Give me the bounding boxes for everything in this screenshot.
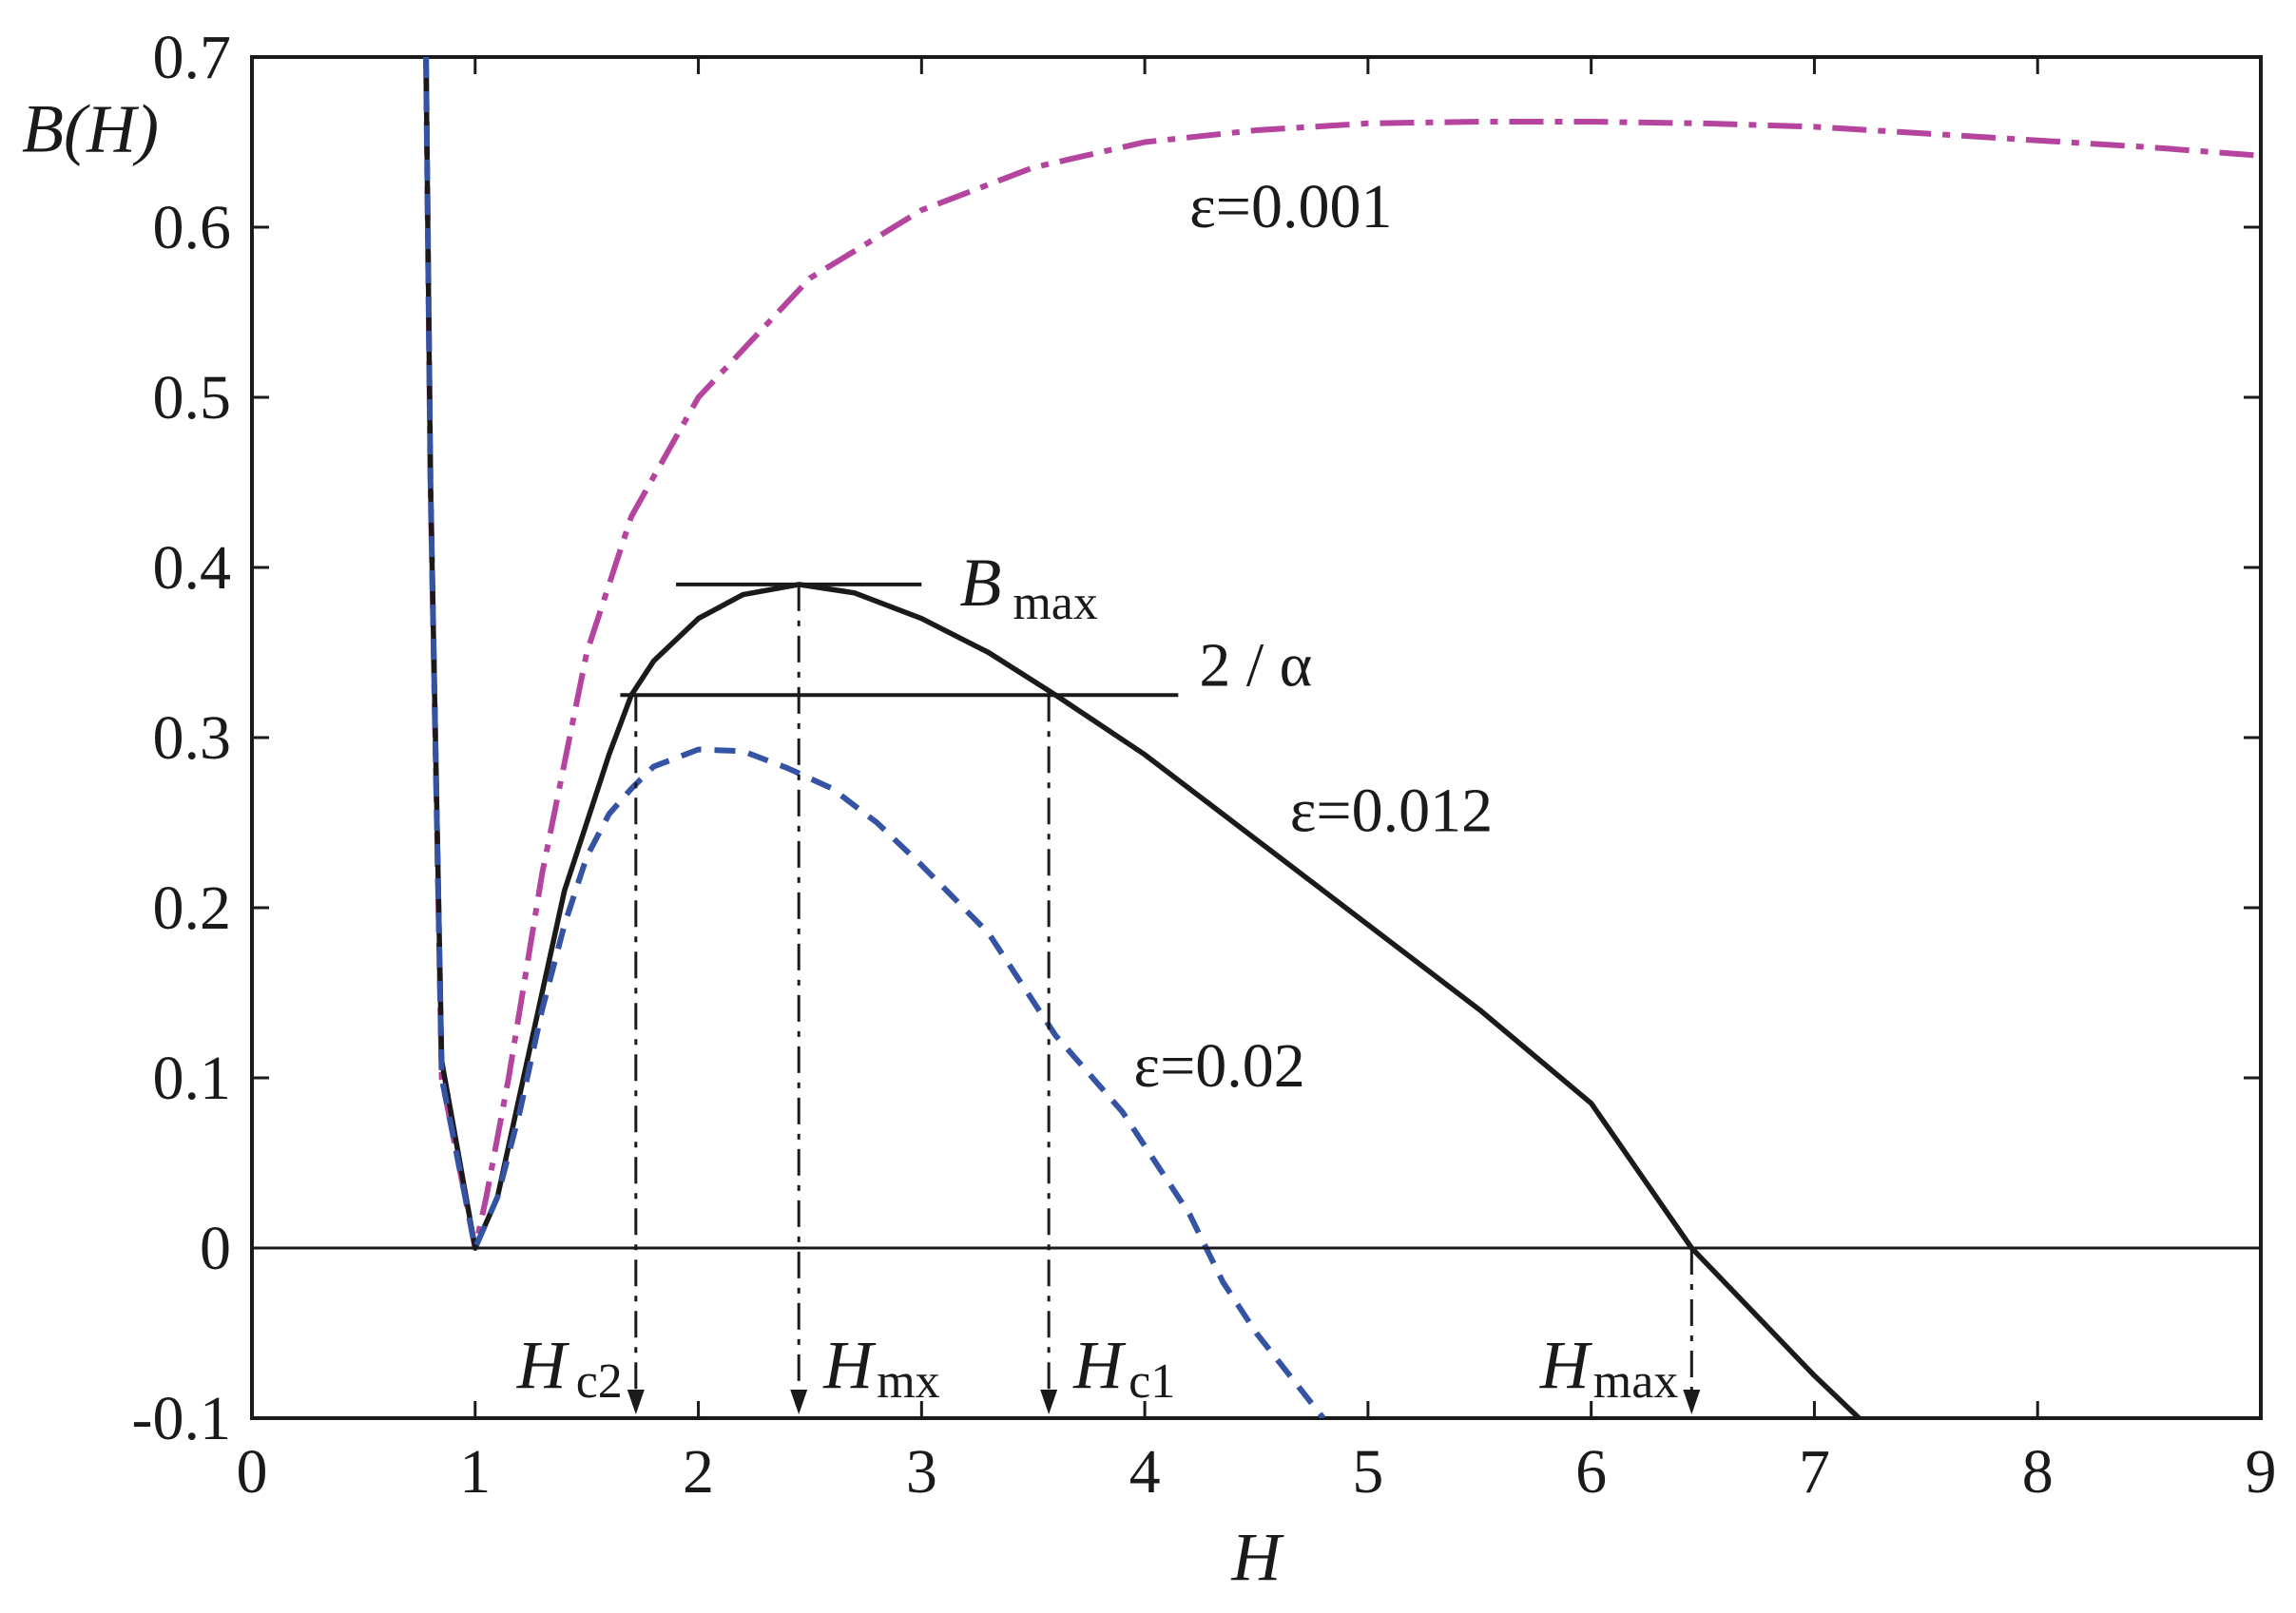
y-tick-label: 0.7 <box>153 23 232 92</box>
marker-label-sub: c2 <box>576 1354 623 1409</box>
marker-label-sub: max <box>1593 1354 1679 1409</box>
ticks-layer: 0 1 2 3 4 5 6 7 8 9-0.100.10.20.30.40.50.60.7 <box>132 23 2277 1507</box>
y-tick-label: 0.2 <box>153 874 232 943</box>
curve-label-2: ε=0.012 <box>1290 776 1493 845</box>
marker-label-sub: mx <box>877 1354 939 1409</box>
two-over-alpha-label: 2 / α <box>1199 630 1312 700</box>
y-tick-label: 0 <box>200 1214 231 1283</box>
marker-label-max: Hmax <box>1539 1327 1679 1409</box>
marker-label-main: H <box>1539 1327 1593 1403</box>
marker-layer <box>627 584 1701 1414</box>
bmax-label-main: B <box>959 545 1001 621</box>
x-tick-label: 0 <box>237 1437 268 1507</box>
series-line-3 <box>423 57 1326 1418</box>
marker-label-main: H <box>516 1327 570 1403</box>
marker-arrow-max <box>1683 1390 1701 1414</box>
x-tick-label: 7 <box>1799 1437 1830 1507</box>
x-tick-label: 1 <box>459 1437 491 1507</box>
marker-label-sub: c1 <box>1129 1354 1175 1409</box>
marker-label-mx: Hmx <box>822 1327 939 1409</box>
y-tick-label: 0.4 <box>153 533 232 603</box>
x-tick-label: 4 <box>1129 1437 1161 1507</box>
marker-label-main: H <box>822 1327 877 1403</box>
x-tick-label: 3 <box>906 1437 937 1507</box>
curve-label-3: ε=0.02 <box>1133 1031 1304 1101</box>
x-tick-label: 9 <box>2246 1437 2277 1507</box>
y-tick-label: -0.1 <box>132 1384 231 1453</box>
x-tick-label: 6 <box>1575 1437 1607 1507</box>
y-tick-label: 0.3 <box>153 703 232 773</box>
x-tick-label: 8 <box>2022 1437 2054 1507</box>
series-layer <box>423 57 2261 1418</box>
curve-label-1: ε=0.001 <box>1189 172 1392 241</box>
marker-label-main: H <box>1072 1327 1127 1403</box>
marker-arrow-mx <box>790 1390 808 1414</box>
y-axis-label: B(H) <box>22 91 159 167</box>
marker-arrow-c1 <box>1040 1390 1058 1414</box>
marker-arrow-c2 <box>627 1390 645 1414</box>
x-tick-label: 2 <box>683 1437 714 1507</box>
plot-frame <box>250 55 2263 1420</box>
x-axis-label: H <box>1231 1519 1285 1595</box>
y-tick-label: 0.5 <box>153 363 232 432</box>
y-tick-label: 0.1 <box>153 1044 232 1113</box>
series-line-2 <box>423 57 1862 1418</box>
y-tick-label: 0.6 <box>153 193 232 262</box>
x-tick-label: 5 <box>1352 1437 1383 1507</box>
series-line-1 <box>423 57 2261 1251</box>
bmax-label-sub: max <box>1013 576 1098 630</box>
